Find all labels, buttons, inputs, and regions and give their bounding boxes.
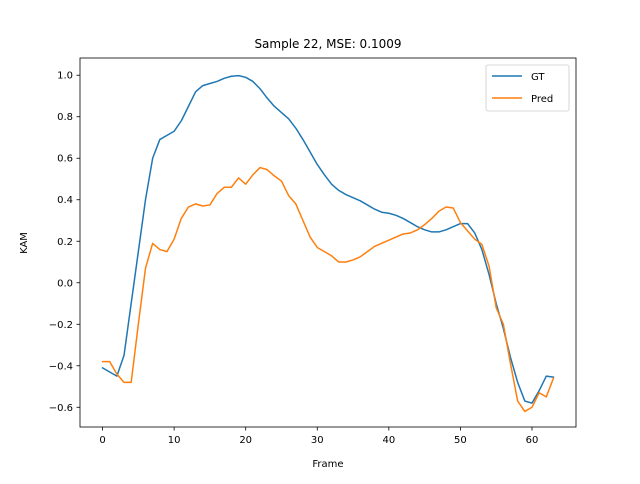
- x-tick-label: 20: [239, 435, 252, 446]
- legend: GT Pred: [485, 64, 570, 112]
- y-axis-ticks: −0.6 −0.4 −0.2 0.0 0.2 0.4 0.6 0.8 1.0: [49, 71, 80, 414]
- plot-frame: [79, 57, 577, 428]
- y-tick-label: 0.8: [57, 112, 73, 123]
- plot-area: [80, 58, 576, 427]
- y-tick-label: 0.0: [57, 278, 73, 289]
- legend-label-pred: Pred: [531, 94, 553, 105]
- x-tick-label: 30: [311, 435, 324, 446]
- legend-box: [485, 64, 570, 112]
- x-axis-label: Frame: [312, 459, 343, 470]
- x-tick-label: 10: [168, 435, 181, 446]
- y-tick-label: −0.4: [49, 361, 73, 372]
- x-tick-label: 40: [382, 435, 395, 446]
- y-tick-label: −0.6: [49, 403, 73, 414]
- y-tick-label: 1.0: [57, 71, 73, 82]
- y-tick-label: 0.2: [57, 237, 73, 248]
- x-axis-ticks: 0 10 20 30 40 50 60: [99, 427, 538, 446]
- series-lines: [101, 74, 555, 413]
- y-axis-label: KAM: [19, 232, 30, 254]
- legend-label-gt: GT: [531, 72, 545, 83]
- y-tick-label: −0.2: [49, 320, 73, 331]
- chart-title: Sample 22, MSE: 0.1009: [254, 37, 401, 51]
- x-tick-label: 50: [454, 435, 467, 446]
- y-tick-label: 0.4: [57, 195, 73, 206]
- series-line-pred: [101, 166, 555, 413]
- x-tick-label: 0: [99, 435, 105, 446]
- x-tick-label: 60: [526, 435, 539, 446]
- y-tick-label: 0.6: [57, 154, 73, 165]
